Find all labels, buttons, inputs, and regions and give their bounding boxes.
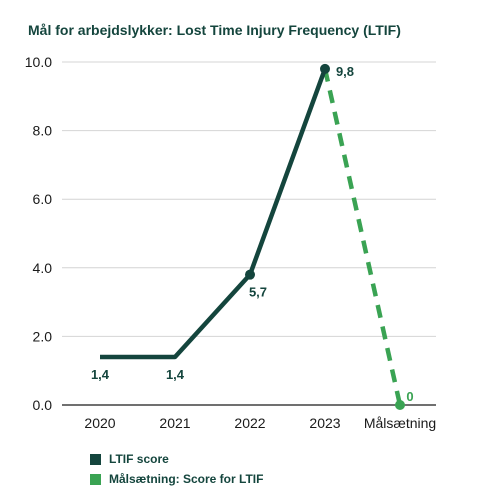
data-label-ltif-score: 1,4 xyxy=(166,367,185,382)
series-layer xyxy=(100,63,405,410)
y-tick-label: 8.0 xyxy=(33,123,53,139)
x-tick-label: 2020 xyxy=(84,415,115,431)
data-labels: 1,4 1,4 5,7 9,8 0 xyxy=(91,64,414,404)
data-point-ltif-score xyxy=(245,269,255,280)
y-tick-label: 6.0 xyxy=(33,191,53,207)
gridlines xyxy=(62,61,436,406)
legend-label-target: Målsætning: Score for LTIF xyxy=(109,472,264,486)
data-point-ltif-score xyxy=(320,63,330,74)
y-tick-label: 0.0 xyxy=(33,397,53,413)
y-tick-label: 2.0 xyxy=(33,328,53,344)
x-tick-label: 2023 xyxy=(309,415,340,431)
y-tick-label: 10.0 xyxy=(25,54,52,70)
legend-item-target: Målsætning: Score for LTIF xyxy=(90,472,263,486)
chart-title: Mål for arbejdslykker: Lost Time Injury … xyxy=(28,22,401,38)
data-label-ltif-score: 9,8 xyxy=(336,64,354,79)
data-label-target: 0 xyxy=(406,389,413,404)
data-label-ltif-score: 1,4 xyxy=(91,367,110,382)
legend-swatch-ltif-score xyxy=(90,453,101,465)
series-line-target xyxy=(322,68,403,406)
y-tick-label: 4.0 xyxy=(33,260,53,276)
legend-item-ltif-score: LTIF score xyxy=(90,452,169,466)
legend-swatch-target xyxy=(90,473,101,485)
x-tick-label: 2021 xyxy=(159,415,190,431)
data-label-ltif-score: 5,7 xyxy=(249,285,267,300)
x-axis-ticks: 2020 2021 2022 2023 Målsætning xyxy=(84,415,436,431)
y-axis-ticks: 0.0 2.0 4.0 6.0 8.0 10.0 xyxy=(25,54,52,413)
series-line-ltif-score xyxy=(100,68,328,360)
x-tick-label: Målsætning xyxy=(364,415,436,431)
x-tick-label: 2022 xyxy=(234,415,265,431)
data-point-target xyxy=(395,400,405,410)
legend-label-ltif-score: LTIF score xyxy=(109,452,169,466)
